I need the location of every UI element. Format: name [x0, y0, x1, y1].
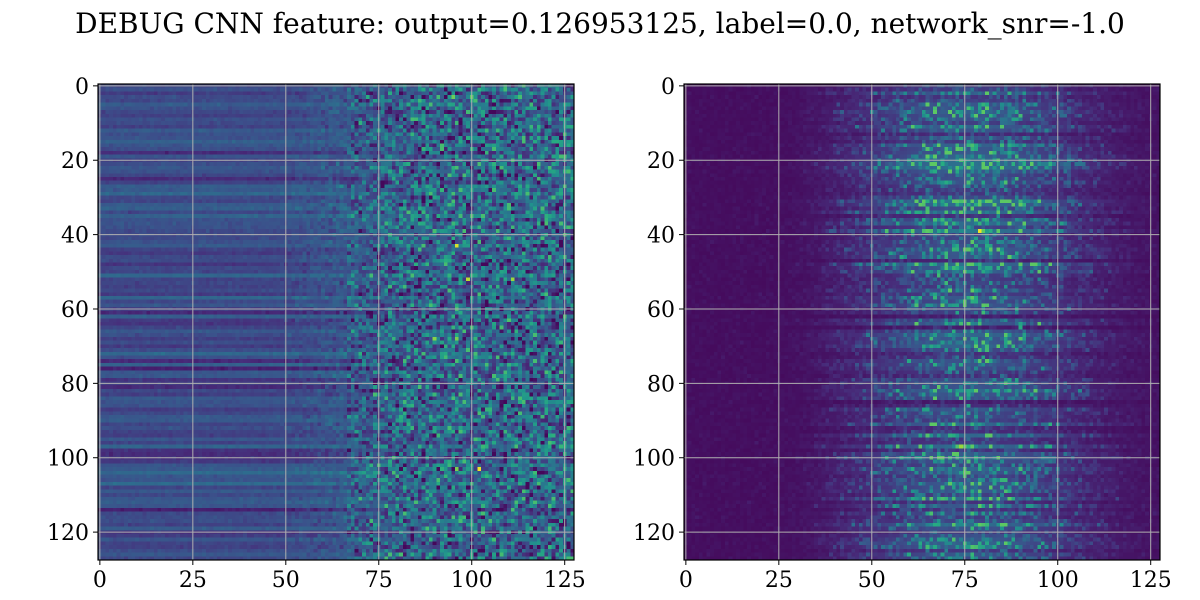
y-tick-label: 60	[647, 298, 675, 323]
x-tick-label: 75	[951, 568, 979, 593]
y-tick-label: 60	[61, 298, 89, 323]
ticks-right: 0 25 50 75 100 125 0 20 40 60 80 100 120	[633, 75, 1172, 593]
y-tick-label: 80	[647, 372, 675, 397]
panel-right: 0 25 50 75 100 125 0 20 40 60 80 100 120	[633, 75, 1172, 593]
x-tick-label: 75	[365, 568, 393, 593]
axes-frame-right	[683, 83, 1161, 561]
x-tick-label: 25	[765, 568, 793, 593]
ticks-left: 0 25 50 75 100 125 0 20 40 60 80 100 120	[47, 75, 586, 593]
x-tick-label: 50	[858, 568, 886, 593]
x-tick-label: 100	[451, 568, 493, 593]
x-tick-label: 100	[1037, 568, 1079, 593]
y-tick-label: 120	[47, 521, 89, 546]
axes-frame-left	[97, 83, 575, 561]
x-tick-label: 0	[679, 568, 693, 593]
y-tick-label: 80	[61, 372, 89, 397]
y-tick-label: 20	[647, 149, 675, 174]
heatmap-right-raster	[684, 84, 1160, 560]
y-tick-label: 40	[61, 224, 89, 249]
y-tick-label: 20	[61, 149, 89, 174]
y-tick-label: 40	[647, 224, 675, 249]
y-tick-label: 0	[661, 75, 675, 100]
y-tick-label: 120	[633, 521, 675, 546]
x-tick-label: 0	[93, 568, 107, 593]
x-tick-label: 125	[1130, 568, 1172, 593]
y-tick-label: 0	[75, 75, 89, 100]
panel-left: 0 25 50 75 100 125 0 20 40 60 80 100 120	[47, 75, 586, 593]
grid-left	[98, 84, 574, 560]
heatmap-left-raster	[98, 84, 574, 560]
y-tick-label: 100	[633, 447, 675, 472]
x-tick-label: 50	[272, 568, 300, 593]
y-tick-label: 100	[47, 447, 89, 472]
figure-title: DEBUG CNN feature: output=0.126953125, l…	[75, 7, 1125, 40]
grid-right	[684, 84, 1160, 560]
x-tick-label: 25	[179, 568, 207, 593]
x-tick-label: 125	[544, 568, 586, 593]
